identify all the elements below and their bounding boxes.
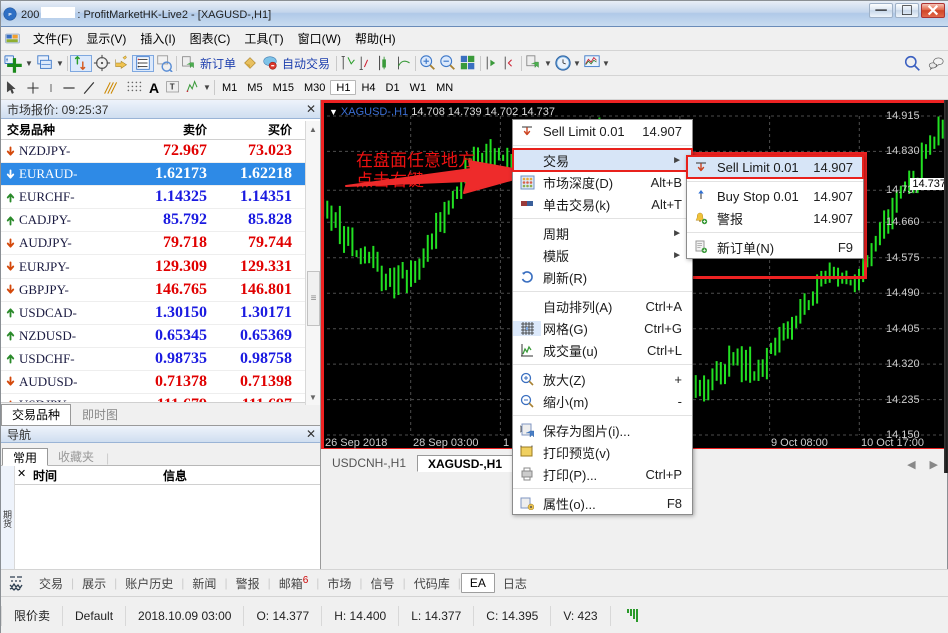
svg-text:T: T <box>170 82 175 91</box>
